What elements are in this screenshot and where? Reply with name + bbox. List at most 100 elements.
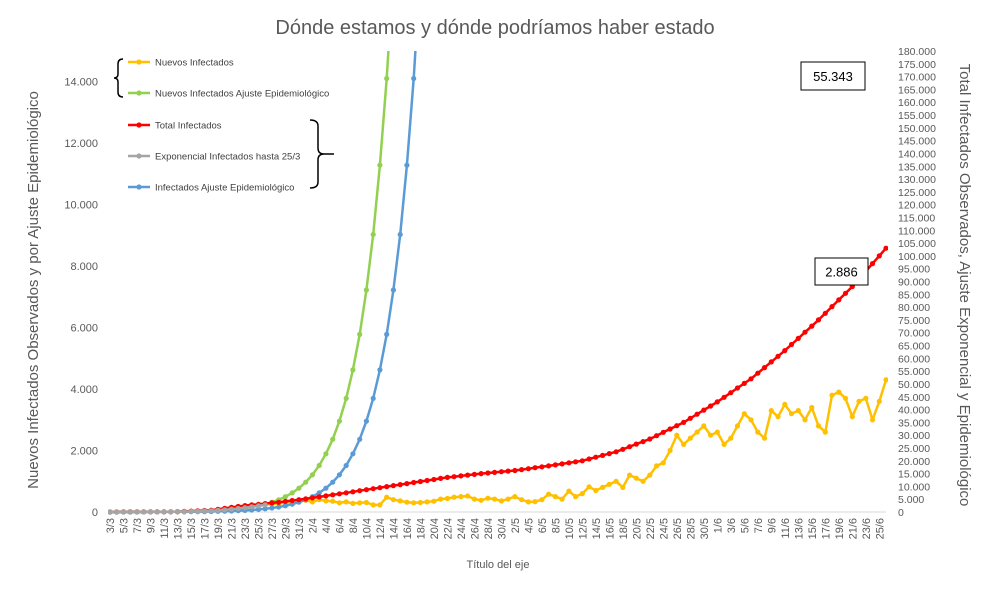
data-point (654, 463, 660, 469)
data-point (708, 432, 714, 438)
x-tick-label: 14/5 (591, 518, 603, 539)
data-point (485, 470, 491, 476)
right-tick-label: 25.000 (898, 443, 930, 455)
data-point (512, 494, 518, 500)
data-point (424, 499, 430, 505)
x-axis-title: Título del eje (467, 559, 530, 571)
data-point (411, 500, 417, 506)
data-point (701, 423, 707, 429)
data-point (188, 508, 194, 514)
data-point (869, 417, 876, 423)
data-point (667, 426, 673, 432)
data-point (505, 496, 511, 502)
right-tick-label: 55.000 (898, 366, 930, 378)
data-point (654, 433, 660, 439)
data-point (303, 479, 309, 485)
data-point (269, 505, 275, 511)
x-tick-label: 15/3 (186, 518, 198, 539)
right-tick-label: 85.000 (898, 289, 930, 301)
x-tick-label: 7/6 (753, 518, 765, 533)
data-point (498, 469, 504, 475)
data-point (404, 481, 410, 487)
data-point (546, 491, 552, 497)
data-point (330, 498, 336, 504)
data-point (687, 415, 693, 421)
data-point (262, 506, 268, 512)
x-tick-label: 8/5 (550, 518, 562, 533)
right-tick-label: 70.000 (898, 328, 930, 340)
data-point (357, 500, 363, 506)
data-point (849, 414, 855, 420)
data-point (836, 297, 842, 303)
data-point (748, 417, 754, 423)
data-point (330, 479, 336, 485)
x-tick-label: 28/4 (483, 518, 495, 539)
x-tick-label: 2/4 (307, 518, 319, 533)
right-tick-label: 145.000 (898, 136, 936, 148)
left-tick-label: 8.000 (70, 261, 98, 273)
left-tick-label: 0 (92, 507, 98, 519)
data-point (384, 331, 390, 337)
data-point (809, 404, 815, 411)
data-point (201, 508, 208, 514)
data-point (282, 503, 288, 509)
data-point (681, 419, 687, 425)
x-tick-label: 22/5 (645, 518, 657, 539)
x-tick-label: 29/3 (280, 518, 292, 539)
legend-marker (136, 184, 142, 190)
x-tick-label: 31/3 (294, 518, 306, 539)
x-tick-label: 26/5 (672, 518, 684, 539)
data-point (633, 475, 639, 481)
left-tick-label: 12.000 (64, 138, 98, 150)
x-tick-label: 10/4 (361, 518, 373, 539)
data-point (458, 494, 464, 500)
right-tick-label: 10.000 (898, 481, 930, 493)
data-point (633, 441, 639, 447)
left-tick-label: 10.000 (64, 200, 98, 212)
data-point (108, 509, 113, 515)
left-tick-label: 2.000 (70, 446, 98, 458)
x-tick-label: 5/6 (739, 518, 751, 533)
data-point (357, 436, 363, 442)
data-point (829, 304, 835, 310)
right-tick-label: 180.000 (898, 46, 936, 58)
data-point (856, 398, 862, 404)
right-tick-label: 30.000 (898, 430, 930, 442)
data-point (208, 508, 214, 514)
data-point (579, 491, 585, 497)
data-point (809, 323, 815, 329)
data-point (775, 414, 781, 420)
data-point (890, 374, 895, 379)
data-point (714, 429, 720, 435)
series-line (109, 51, 390, 514)
data-point (154, 509, 160, 515)
x-tick-label: 19/6 (834, 518, 846, 539)
data-point (397, 482, 403, 488)
data-point (748, 376, 754, 382)
data-point (741, 380, 747, 386)
right-tick-label: 60.000 (898, 353, 930, 365)
right-tick-label: 125.000 (898, 187, 936, 199)
data-point (485, 495, 491, 501)
data-point (795, 335, 801, 341)
data-point (390, 497, 396, 503)
data-point (606, 451, 612, 457)
right-tick-label: 160.000 (898, 97, 936, 109)
data-point (411, 479, 417, 486)
x-tick-label: 4/4 (321, 518, 333, 533)
right-tick-label: 150.000 (898, 123, 936, 135)
data-point (579, 458, 585, 464)
data-point (444, 495, 450, 502)
data-point (620, 446, 626, 452)
data-point (377, 162, 383, 168)
data-point (532, 465, 538, 471)
data-point (390, 287, 396, 293)
data-point (600, 452, 606, 458)
annotation-box: 2.886 (814, 257, 869, 286)
x-tick-label: 16/4 (402, 518, 414, 539)
series-exponencial-infectados-hasta-25-3 (108, 502, 268, 515)
data-point (660, 460, 666, 466)
data-point (370, 486, 376, 492)
x-tick-label: 20/4 (429, 518, 441, 539)
data-point (370, 395, 376, 401)
